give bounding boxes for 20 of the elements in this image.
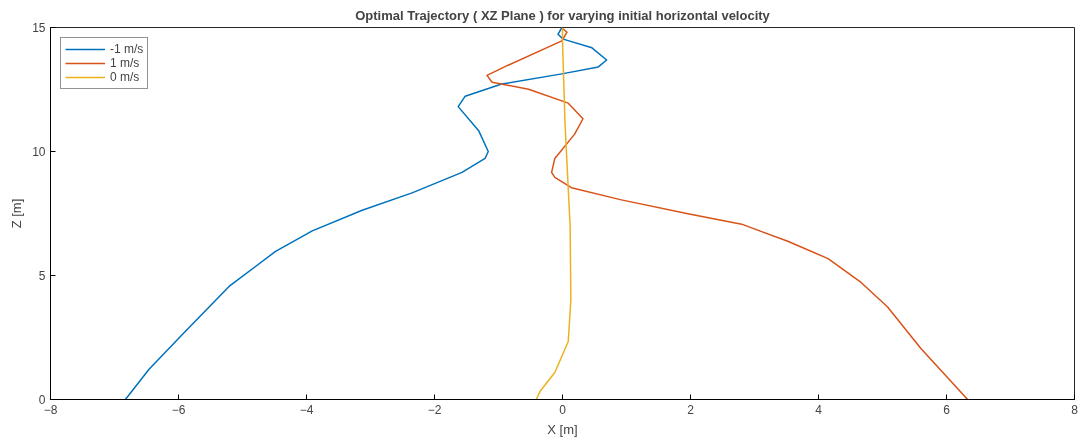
x-tick-label: −2 xyxy=(427,402,442,417)
y-axis-title: Z [m] xyxy=(9,198,25,229)
chart-title: Optimal Trajectory ( XZ Plane ) for varying initial horizontal velocity xyxy=(355,7,771,23)
line-series xyxy=(535,27,572,400)
x-tick-label: 6 xyxy=(943,402,951,417)
y-tick-label: 15 xyxy=(32,21,46,35)
legend-label: -1 m/s xyxy=(110,42,144,56)
x-tick-label: −6 xyxy=(171,402,186,417)
x-tick-label: −4 xyxy=(299,402,314,417)
legend-label: 1 m/s xyxy=(110,56,140,70)
x-tick-label: 8 xyxy=(1071,402,1079,417)
x-axis-title: X [m] xyxy=(547,421,578,437)
y-tick-label: 5 xyxy=(38,269,46,283)
legend-label: 0 m/s xyxy=(110,70,140,84)
line-series xyxy=(486,27,969,400)
x-tick-label: 0 xyxy=(559,402,567,417)
y-tick-label: 0 xyxy=(38,393,46,407)
x-tick-label: 4 xyxy=(815,402,823,417)
x-tick-label: 2 xyxy=(687,402,695,417)
y-tick-label: 10 xyxy=(32,145,46,159)
